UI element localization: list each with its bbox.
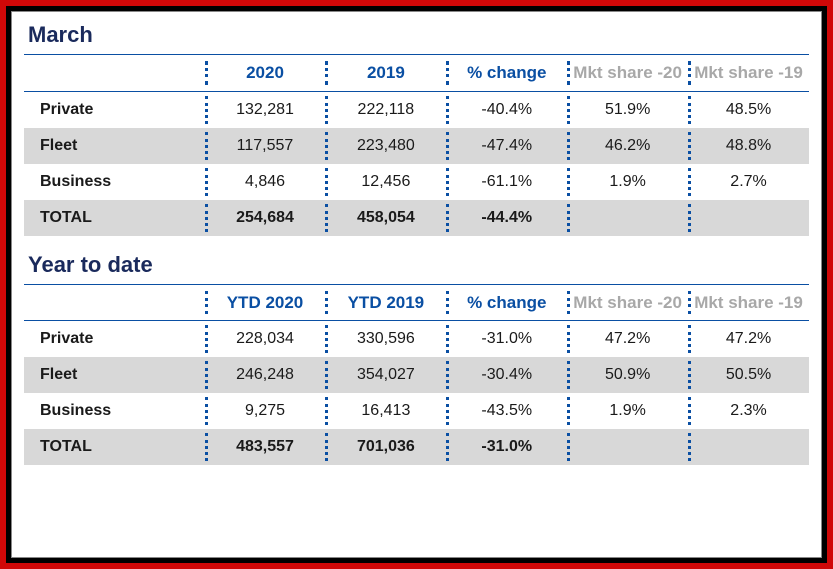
- cell-s19: 2.7%: [688, 164, 809, 200]
- cell-s19: 2.3%: [688, 393, 809, 429]
- cell-2020: 4,846: [205, 164, 326, 200]
- outer-frame: March 2020 2019 % change Mkt share -20 M…: [0, 0, 833, 569]
- row-label: Business: [24, 393, 205, 429]
- cell-s19: 48.5%: [688, 91, 809, 128]
- cell-pct: -43.5%: [446, 393, 567, 429]
- ytd-title: Year to date: [28, 252, 809, 278]
- cell-pct: -31.0%: [446, 429, 567, 465]
- table-row: Private 132,281 222,118 -40.4% 51.9% 48.…: [24, 91, 809, 128]
- march-col-blank: [24, 55, 205, 92]
- cell-2019: 16,413: [325, 393, 446, 429]
- cell-s19: [688, 200, 809, 236]
- march-table: 2020 2019 % change Mkt share -20 Mkt sha…: [24, 54, 809, 236]
- cell-2020: 254,684: [205, 200, 326, 236]
- cell-pct: -40.4%: [446, 91, 567, 128]
- cell-s20: 50.9%: [567, 357, 688, 393]
- march-col-share20: Mkt share -20: [567, 55, 688, 92]
- ytd-section: Year to date YTD 2020 YTD 2019 % change …: [24, 248, 809, 466]
- ytd-col-share19: Mkt share -19: [688, 284, 809, 321]
- cell-s20: 51.9%: [567, 91, 688, 128]
- march-col-2019: 2019: [325, 55, 446, 92]
- ytd-col-blank: [24, 284, 205, 321]
- content-panel: March 2020 2019 % change Mkt share -20 M…: [11, 11, 822, 558]
- ytd-col-2019: YTD 2019: [325, 284, 446, 321]
- cell-2020: 483,557: [205, 429, 326, 465]
- table-row: Fleet 117,557 223,480 -47.4% 46.2% 48.8%: [24, 128, 809, 164]
- march-header-row: 2020 2019 % change Mkt share -20 Mkt sha…: [24, 55, 809, 92]
- cell-s20: 1.9%: [567, 164, 688, 200]
- cell-s19: [688, 429, 809, 465]
- cell-pct: -30.4%: [446, 357, 567, 393]
- cell-s19: 47.2%: [688, 321, 809, 358]
- cell-s19: 50.5%: [688, 357, 809, 393]
- cell-2019: 222,118: [325, 91, 446, 128]
- row-label: TOTAL: [24, 200, 205, 236]
- cell-2019: 701,036: [325, 429, 446, 465]
- cell-2019: 354,027: [325, 357, 446, 393]
- cell-pct: -47.4%: [446, 128, 567, 164]
- cell-2019: 223,480: [325, 128, 446, 164]
- table-row: Business 4,846 12,456 -61.1% 1.9% 2.7%: [24, 164, 809, 200]
- table-row-total: TOTAL 254,684 458,054 -44.4%: [24, 200, 809, 236]
- cell-s20: 46.2%: [567, 128, 688, 164]
- row-label: TOTAL: [24, 429, 205, 465]
- cell-pct: -61.1%: [446, 164, 567, 200]
- cell-2019: 12,456: [325, 164, 446, 200]
- cell-s20: [567, 200, 688, 236]
- row-label: Private: [24, 91, 205, 128]
- cell-s20: 47.2%: [567, 321, 688, 358]
- inner-frame: March 2020 2019 % change Mkt share -20 M…: [9, 9, 824, 560]
- table-row-total: TOTAL 483,557 701,036 -31.0%: [24, 429, 809, 465]
- ytd-header-row: YTD 2020 YTD 2019 % change Mkt share -20…: [24, 284, 809, 321]
- cell-2020: 117,557: [205, 128, 326, 164]
- row-label: Business: [24, 164, 205, 200]
- cell-2020: 246,248: [205, 357, 326, 393]
- row-label: Fleet: [24, 357, 205, 393]
- ytd-col-pct: % change: [446, 284, 567, 321]
- cell-2019: 458,054: [325, 200, 446, 236]
- cell-s20: 1.9%: [567, 393, 688, 429]
- ytd-table: YTD 2020 YTD 2019 % change Mkt share -20…: [24, 284, 809, 466]
- march-section: March 2020 2019 % change Mkt share -20 M…: [24, 18, 809, 236]
- march-col-2020: 2020: [205, 55, 326, 92]
- table-row: Private 228,034 330,596 -31.0% 47.2% 47.…: [24, 321, 809, 358]
- cell-2020: 132,281: [205, 91, 326, 128]
- cell-pct: -44.4%: [446, 200, 567, 236]
- table-row: Fleet 246,248 354,027 -30.4% 50.9% 50.5%: [24, 357, 809, 393]
- cell-2020: 9,275: [205, 393, 326, 429]
- cell-s20: [567, 429, 688, 465]
- cell-pct: -31.0%: [446, 321, 567, 358]
- march-col-share19: Mkt share -19: [688, 55, 809, 92]
- ytd-col-share20: Mkt share -20: [567, 284, 688, 321]
- row-label: Fleet: [24, 128, 205, 164]
- march-col-pct: % change: [446, 55, 567, 92]
- march-title: March: [28, 22, 809, 48]
- cell-2019: 330,596: [325, 321, 446, 358]
- cell-s19: 48.8%: [688, 128, 809, 164]
- row-label: Private: [24, 321, 205, 358]
- ytd-col-2020: YTD 2020: [205, 284, 326, 321]
- cell-2020: 228,034: [205, 321, 326, 358]
- table-row: Business 9,275 16,413 -43.5% 1.9% 2.3%: [24, 393, 809, 429]
